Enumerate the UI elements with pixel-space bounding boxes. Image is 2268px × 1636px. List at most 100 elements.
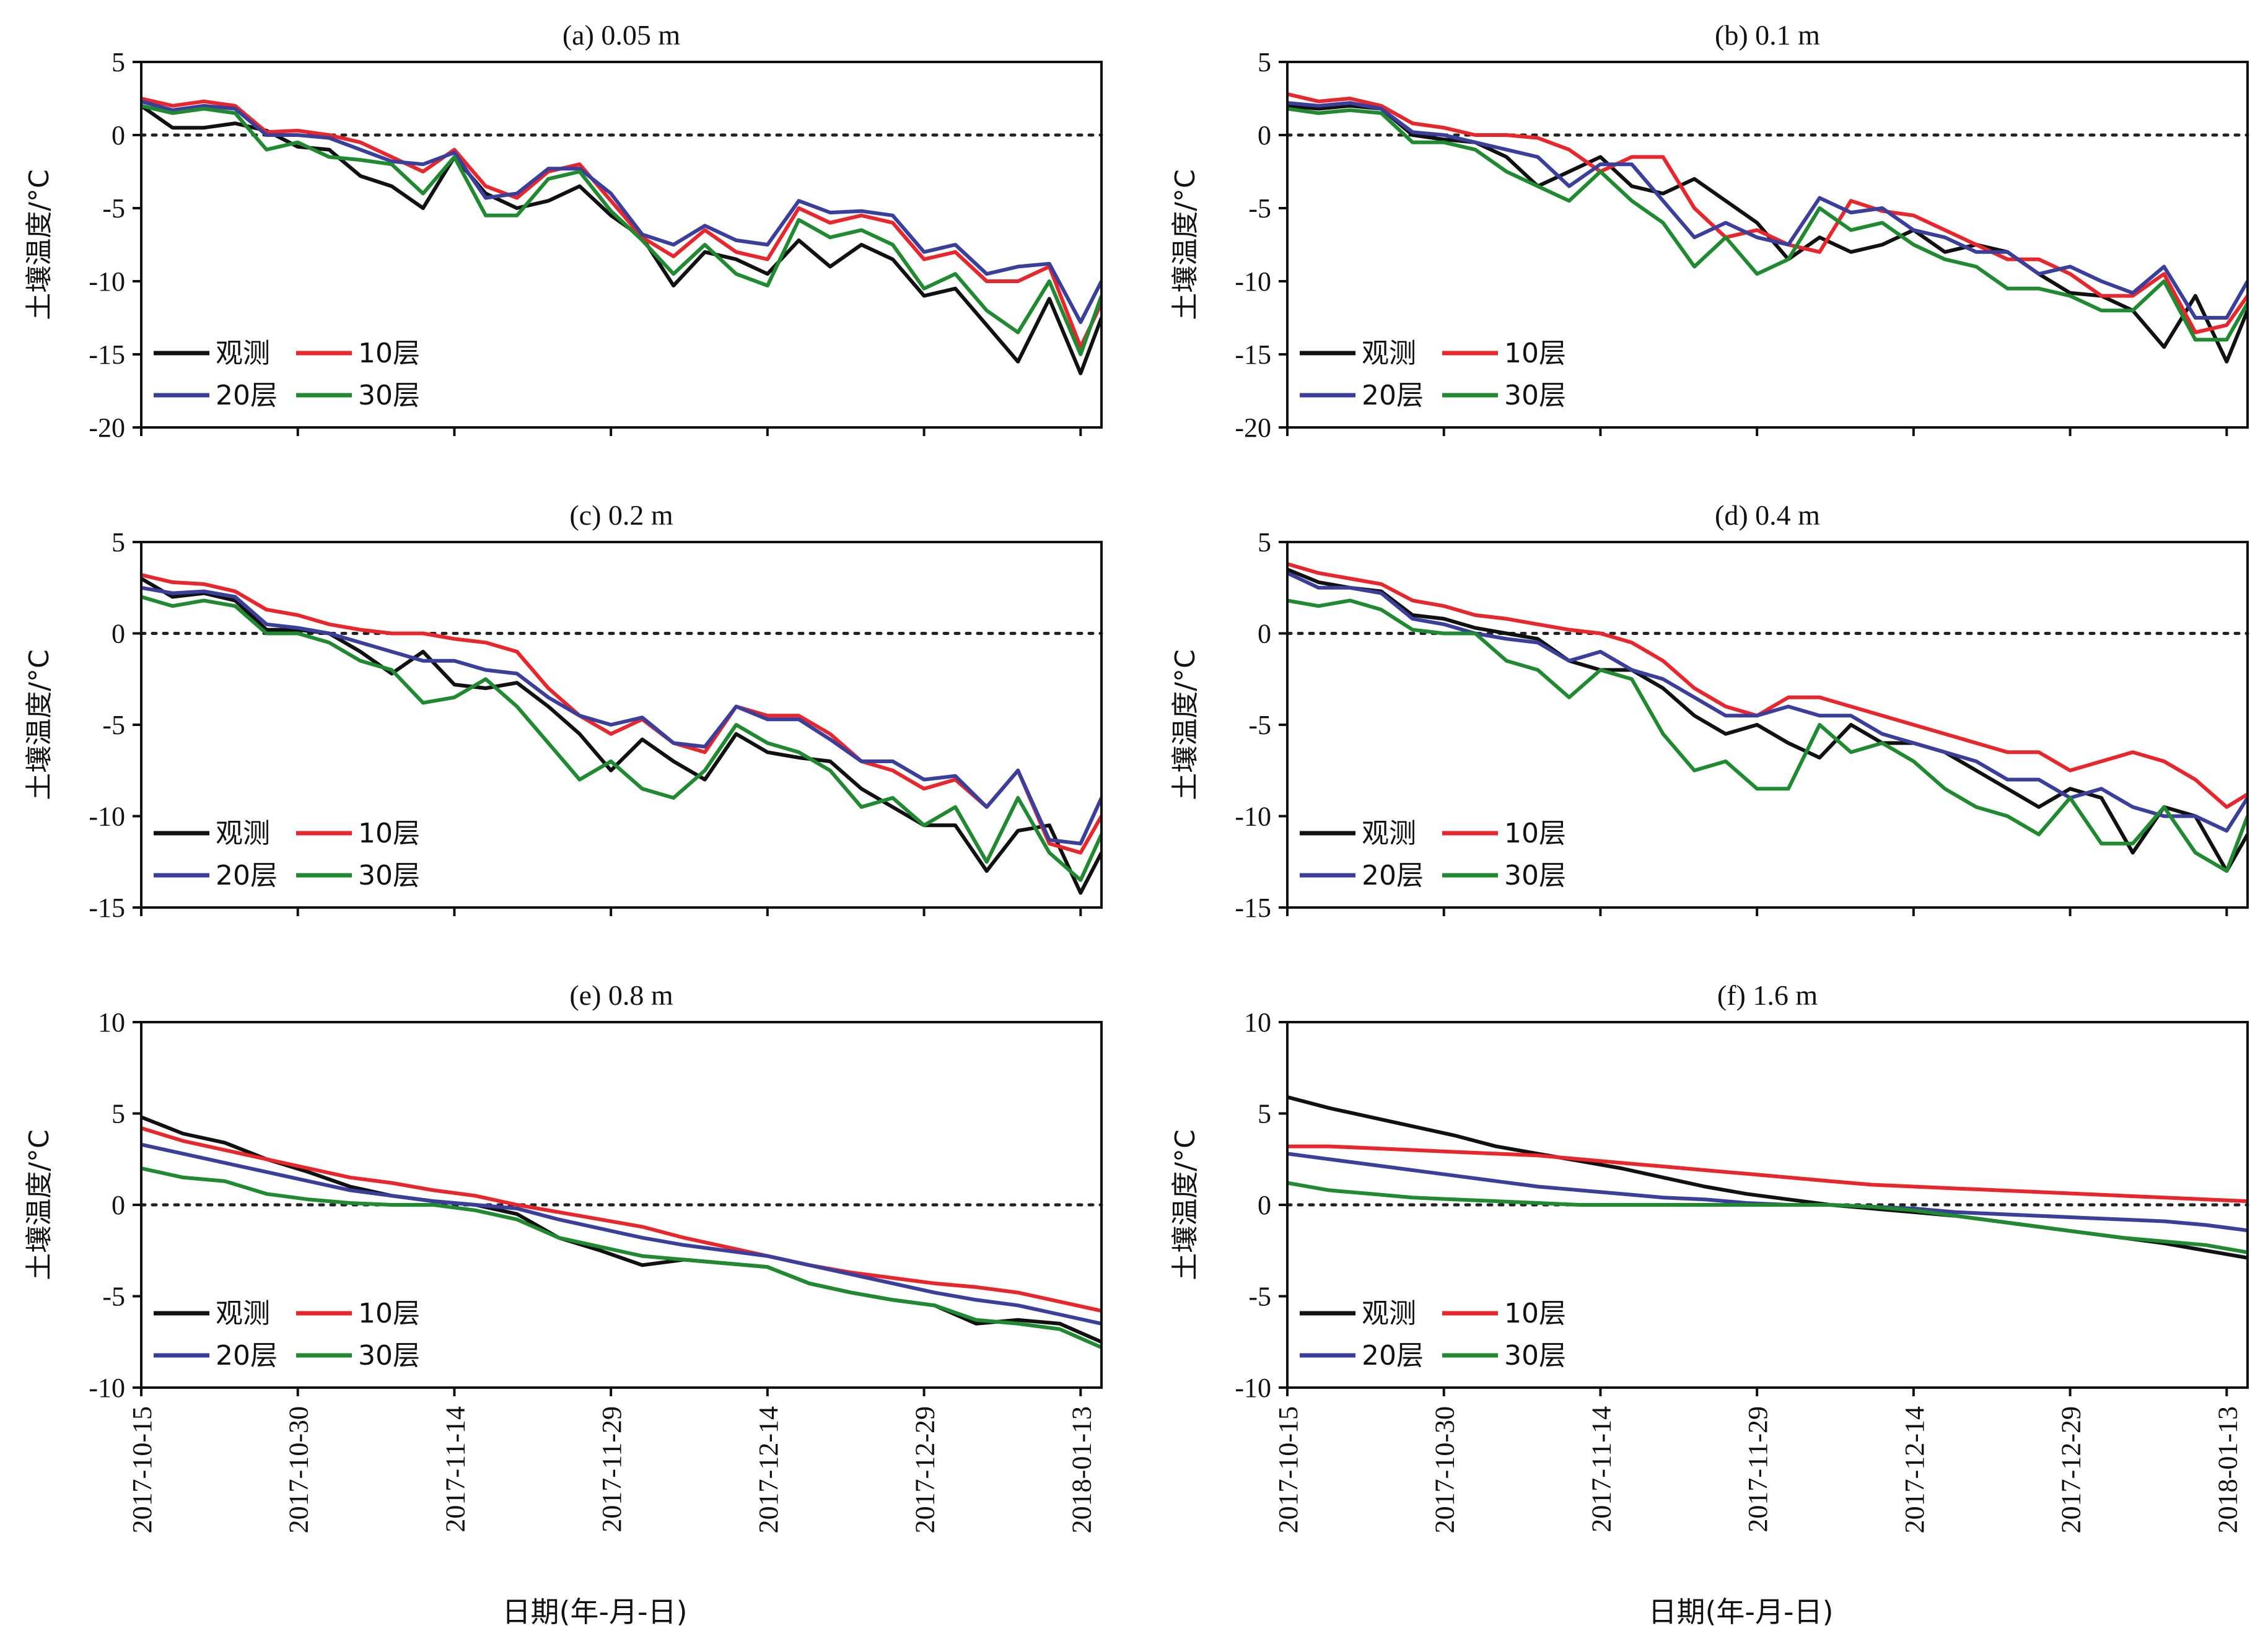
panel-title: (a) 0.05 m [563,19,681,51]
y-tick-label: -15 [1235,893,1271,923]
y-tick-label: -5 [102,1282,125,1312]
y-tick-label: -5 [102,710,125,740]
y-tick-label: -10 [89,802,125,832]
y-tick-label: 5 [1258,1099,1271,1129]
y-axis-label: 土壤温度/°C [24,169,55,320]
series-line-30层 [141,103,1101,356]
x-axis-label-left: 日期(年-月-日) [502,1595,687,1629]
y-axis-label: 土壤温度/°C [1170,649,1201,800]
x-tick-label: 2017-10-15 [1273,1406,1303,1533]
series-line-30层 [1287,1181,2248,1254]
y-tick-label: 0 [1258,619,1271,649]
y-tick-label: 0 [1258,1190,1271,1220]
y-tick-label: -10 [1235,802,1271,832]
y-tick-label: 10 [1244,1007,1271,1038]
x-tick-label: 2017-12-29 [2056,1406,2086,1533]
legend-label-30层: 30层 [358,1340,420,1371]
x-tick-label: 2018-01-13 [1066,1406,1097,1533]
x-tick-label: 2017-10-15 [127,1406,157,1533]
x-tick-label: 2017-12-14 [753,1406,784,1533]
series-line-30层 [1287,107,2248,342]
series-line-10层 [141,1126,1101,1313]
legend-label-20层: 20层 [216,860,278,891]
y-axis-label: 土壤温度/°C [24,649,55,800]
legend-label-10层: 10层 [358,818,420,849]
plot-frame [140,61,1103,429]
legend-label-30层: 30层 [1504,860,1566,891]
x-tick-label: 2017-11-14 [440,1406,470,1533]
series-line-10层 [1287,1144,2248,1204]
y-tick-label: -5 [102,193,125,224]
y-axis-label: 土壤温度/°C [1170,1129,1201,1280]
y-tick-label: -10 [89,1373,125,1403]
legend-label-观测: 观测 [216,818,270,849]
legend-label-10层: 10层 [358,338,420,369]
y-tick-label: -5 [1248,1282,1271,1312]
series-line-20层 [141,1142,1101,1326]
y-tick-label: -15 [89,893,125,923]
y-tick-label: 0 [112,619,125,649]
y-tick-label: 0 [112,1190,125,1220]
panel-title: (e) 0.8 m [569,979,673,1011]
y-tick-label: 5 [112,527,125,558]
y-tick-label: 0 [1258,120,1271,151]
panel-title: (b) 0.1 m [1715,19,1820,51]
legend-label-观测: 观测 [216,338,270,369]
y-tick-label: 0 [112,120,125,151]
y-tick-label: -10 [89,266,125,297]
legend-label-观测: 观测 [216,1298,270,1329]
series-line-观测 [141,1115,1101,1344]
legend-label-20层: 20层 [216,1340,278,1371]
legend-label-20层: 20层 [1362,1340,1424,1371]
chart-panel-4: (d) 0.4 m 5 0 -5 -10 -15 土壤温度/°C 观测 10层 20层 30层 [1170,499,2249,923]
plot-frame [1286,1021,2249,1389]
x-tick-label: 2017-10-30 [284,1406,314,1533]
y-tick-label: -20 [89,413,125,443]
legend-label-30层: 30层 [358,380,420,411]
legend-label-10层: 10层 [1504,1298,1566,1329]
x-tick-label: 2017-11-29 [597,1406,627,1533]
panel-title: (f) 1.6 m [1717,979,1818,1011]
legend-label-30层: 30层 [1504,380,1566,411]
legend-label-30层: 30层 [358,860,420,891]
series-line-10层 [1287,562,2248,809]
x-tick-label: 2018-01-13 [2212,1406,2243,1533]
legend-label-20层: 20层 [1362,380,1424,411]
panel-title: (d) 0.4 m [1715,499,1820,531]
series-line-30层 [1287,598,2248,873]
y-axis-label: 土壤温度/°C [1170,169,1201,320]
y-tick-label: 5 [1258,47,1271,77]
legend-label-20层: 20层 [216,380,278,411]
y-tick-label: -10 [1235,1373,1271,1403]
legend-label-10层: 10层 [1504,338,1566,369]
x-tick-label: 2017-12-14 [1899,1406,1930,1533]
y-tick-label: 5 [1258,527,1271,558]
plot-frame [1286,541,2249,909]
series-line-观测 [1287,567,2248,873]
y-tick-label: -15 [1235,339,1271,370]
legend-label-30层: 30层 [1504,1340,1566,1371]
chart-panel-1: (a) 0.05 m 5 0 -5 -10 -15 -20 土壤温度/°C 观测 10层 20层 30… [24,19,1103,443]
y-axis-label: 土壤温度/°C [24,1129,55,1280]
x-tick-label: 2017-10-30 [1430,1406,1460,1533]
y-tick-label: 5 [112,47,125,77]
series-line-10层 [141,97,1101,349]
chart-panel-2: (b) 0.1 m 5 0 -5 -10 -15 -20 土壤温度/°C 观测 10层 20层 30层 [1170,19,2249,443]
legend-label-观测: 观测 [1362,818,1416,849]
series-line-20层 [1287,1152,2248,1233]
y-tick-label: -5 [1248,710,1271,740]
y-tick-label: -5 [1248,193,1271,224]
panel-title: (c) 0.2 m [569,499,673,531]
plot-frame [140,1021,1103,1389]
plot-frame [140,541,1103,909]
legend-label-10层: 10层 [1504,818,1566,849]
legend-label-观测: 观测 [1362,1298,1416,1329]
legend-label-10层: 10层 [358,1298,420,1329]
plot-frame [1286,61,2249,429]
x-axis-label-right: 日期(年-月-日) [1648,1595,1833,1629]
series-line-30层 [141,1166,1101,1349]
series-line-20层 [1287,101,2248,320]
y-tick-label: -15 [89,339,125,370]
